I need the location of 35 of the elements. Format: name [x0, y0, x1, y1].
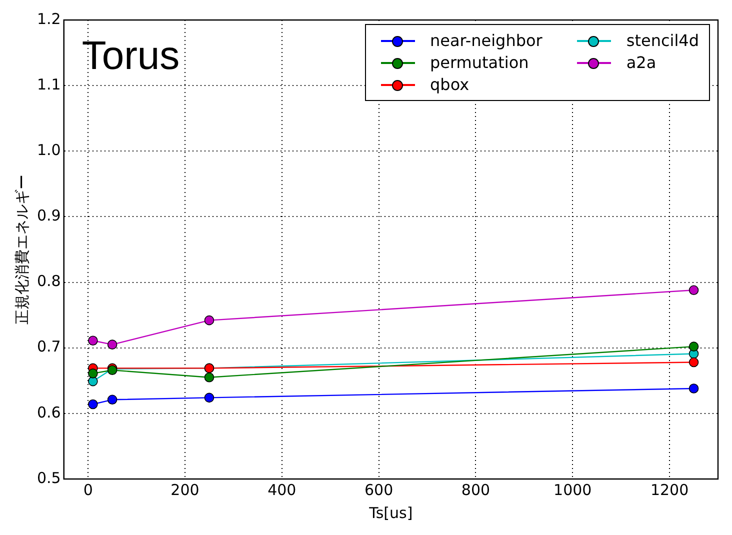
x-tick-label: 1000	[554, 480, 592, 499]
y-tick-label: 0.5	[36, 468, 61, 487]
point	[204, 392, 214, 403]
y-axis-title: 正規化消費エネルギー	[12, 174, 31, 324]
x-tick-label: 0	[83, 480, 93, 499]
legend-label: near-neighbor	[430, 31, 542, 50]
y-tick-label: 1.1	[36, 75, 61, 94]
legend-label: stencil4d	[626, 31, 699, 50]
point	[107, 340, 118, 350]
point	[688, 342, 699, 352]
x-tick-label: 1200	[650, 480, 689, 499]
x-axis-title: Ts[us]	[368, 504, 413, 522]
point	[107, 394, 118, 405]
x-tick-label: 400	[268, 480, 296, 499]
x-tick-label: 200	[170, 480, 200, 499]
x-tick-label: 800	[461, 480, 490, 499]
legend-label: qbox	[430, 75, 470, 94]
y-tick-label: 1.2	[36, 10, 61, 28]
y-tick-label: 0.8	[36, 272, 61, 290]
x-tick-label: 600	[364, 480, 394, 499]
point	[688, 384, 699, 394]
point	[688, 285, 699, 296]
point	[688, 357, 699, 368]
point	[88, 399, 98, 410]
y-tick-label: 0.9	[36, 206, 61, 225]
point	[204, 372, 214, 382]
chart-title: Torus	[82, 34, 180, 78]
point	[88, 336, 98, 346]
legend-label: permutation	[430, 53, 529, 72]
point	[204, 315, 214, 326]
legend-label: a2a	[626, 53, 656, 72]
y-tick-label: 1.0	[36, 141, 61, 160]
y-tick-label: 0.6	[36, 403, 61, 422]
y-tick-label: 0.7	[36, 338, 61, 356]
point	[88, 368, 98, 378]
